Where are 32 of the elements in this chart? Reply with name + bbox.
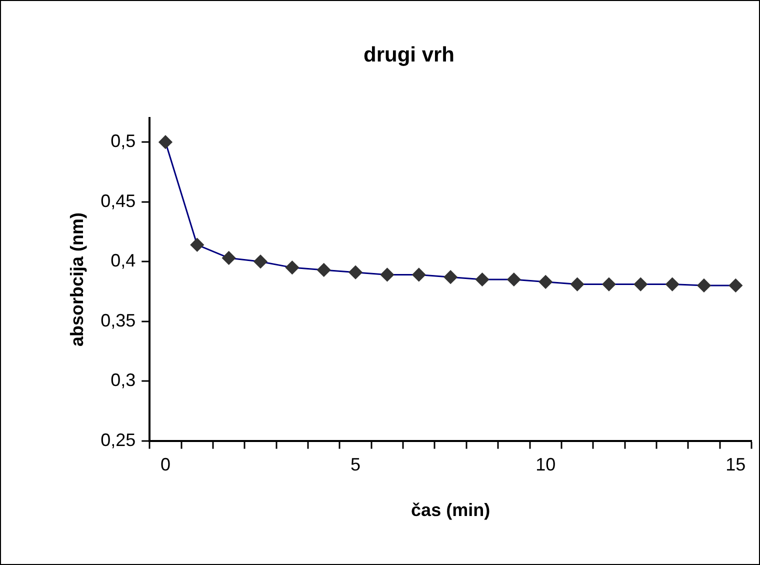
point	[634, 278, 648, 292]
point	[158, 135, 172, 149]
x-tick-label: 10	[536, 454, 556, 475]
point	[602, 278, 616, 292]
y-tick-label: 0,3	[110, 370, 136, 390]
y-tick-label: 0,45	[100, 190, 136, 211]
point	[222, 251, 236, 265]
point	[475, 272, 489, 286]
point	[666, 278, 680, 292]
point	[697, 278, 711, 292]
y-axis-title: absorbcija (nm)	[66, 212, 87, 347]
chart-title: drugi vrh	[363, 43, 455, 66]
x-tick-label: 5	[350, 454, 361, 475]
y-tick-label: 0,5	[110, 131, 136, 152]
point	[254, 254, 268, 268]
point	[190, 238, 204, 252]
x-tick-label: 15	[726, 454, 746, 475]
point	[570, 278, 584, 292]
y-tick-label: 0,4	[110, 250, 136, 271]
point	[728, 278, 742, 292]
x-tick-label: 0	[160, 454, 170, 475]
x-axis-title: čas (min)	[411, 500, 490, 520]
point	[507, 272, 521, 286]
y-tick-label: 0,35	[100, 310, 136, 330]
y-tick-label: 0,25	[100, 430, 136, 450]
point	[285, 260, 299, 274]
point	[380, 268, 394, 282]
point	[444, 270, 458, 284]
point	[317, 263, 331, 277]
point	[538, 275, 552, 289]
point	[348, 266, 362, 280]
point	[412, 268, 426, 282]
